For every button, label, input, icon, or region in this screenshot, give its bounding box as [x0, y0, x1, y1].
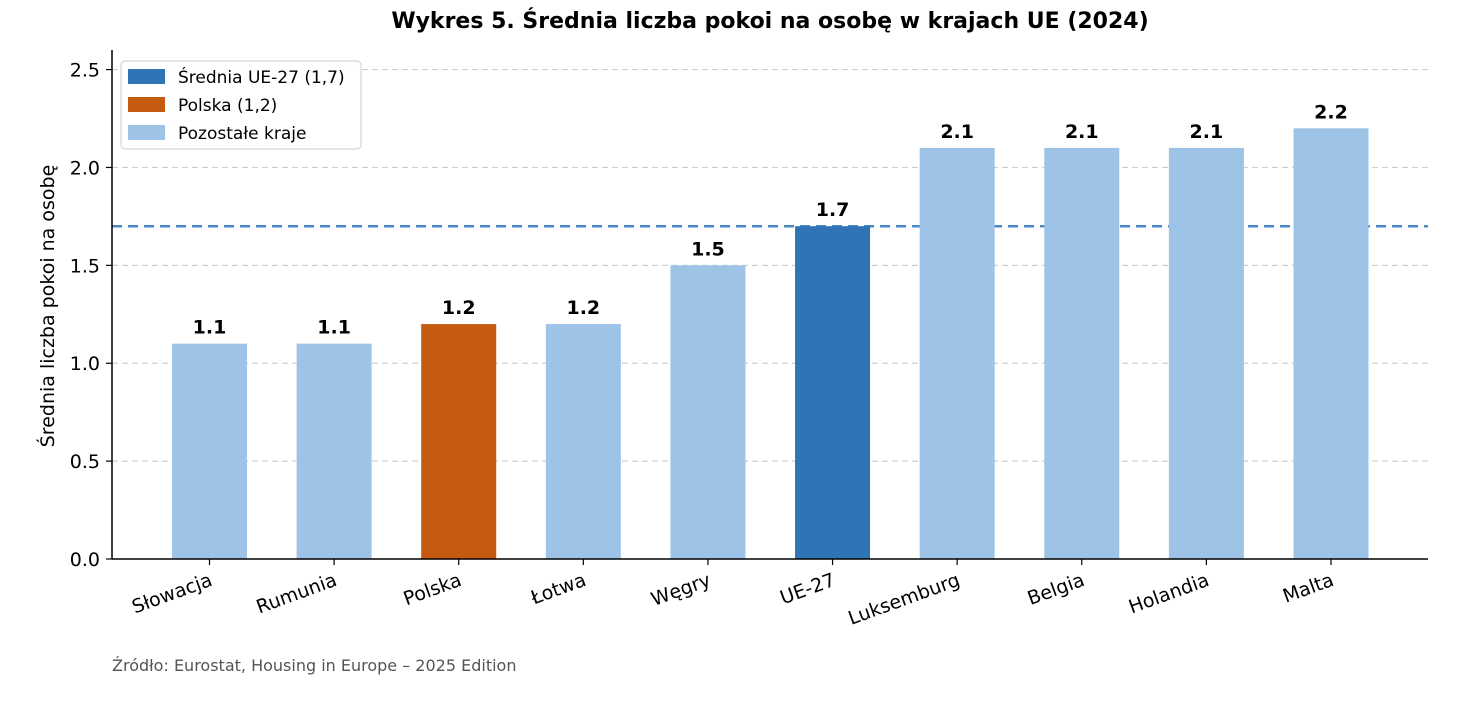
bar-value-label: 1.2 [442, 297, 476, 319]
bar [421, 324, 497, 559]
bar-value-label: 1.7 [816, 199, 850, 221]
x-tick-label: Węgry [648, 569, 713, 611]
x-tick-label: Łotwa [527, 569, 589, 609]
bar-value-label: 1.1 [193, 317, 227, 339]
bar-value-label: 2.1 [1065, 121, 1099, 143]
x-tick-label: Belgia [1025, 569, 1088, 610]
legend-label: Pozostałe kraje [178, 124, 306, 144]
source-note: Źródło: Eurostat, Housing in Europe – 20… [112, 656, 516, 675]
y-tick-label: 1.0 [70, 353, 100, 375]
bar [545, 324, 621, 559]
bar-value-label: 1.1 [317, 317, 351, 339]
bar [1293, 128, 1369, 560]
bar [172, 343, 247, 559]
bar [296, 343, 372, 559]
chart-title: Wykres 5. Średnia liczba pokoi na osobę … [391, 8, 1148, 34]
bar [670, 265, 746, 559]
legend-swatch [128, 125, 165, 140]
y-axis-label: Średnia liczba pokoi na osobę [35, 165, 59, 448]
legend-swatch [128, 69, 165, 84]
x-tick-label: UE-27 [777, 569, 838, 609]
x-tick-label: Rumunia [253, 569, 339, 618]
value-labels: 1.1 1.1 1.2 1.2 1.5 1.7 2.1 2.1 2.1 2.2 [193, 101, 1348, 338]
bars [172, 128, 1369, 560]
legend-label: Średnia UE-27 (1,7) [178, 66, 345, 88]
bar [1168, 147, 1244, 559]
bar-value-label: 1.2 [566, 297, 600, 319]
x-tick-label: Malta [1280, 569, 1337, 608]
bar-value-label: 1.5 [691, 238, 725, 260]
y-tick-label: 0.0 [70, 549, 100, 571]
x-tick-label: Słowacja [129, 569, 215, 618]
bar-value-label: 2.1 [1190, 121, 1224, 143]
legend-label: Polska (1,2) [178, 96, 277, 116]
bar-value-label: 2.1 [940, 121, 974, 143]
y-tick-label: 2.0 [70, 157, 100, 179]
y-tick-label: 0.5 [70, 451, 100, 473]
bar-value-label: 2.2 [1314, 101, 1348, 123]
x-tick-label: Holandia [1126, 569, 1212, 618]
legend-swatch [128, 97, 165, 112]
legend: Średnia UE-27 (1,7) Polska (1,2) Pozostałe… [120, 60, 362, 150]
bar [795, 226, 871, 559]
x-tick-label: Polska [401, 569, 465, 610]
bar [919, 147, 995, 559]
bar [1044, 147, 1120, 559]
y-tick-label: 1.5 [70, 255, 100, 277]
x-tick-label: Luksemburg [845, 569, 963, 630]
legend-box [120, 60, 362, 150]
y-tick-label: 2.5 [70, 60, 100, 82]
